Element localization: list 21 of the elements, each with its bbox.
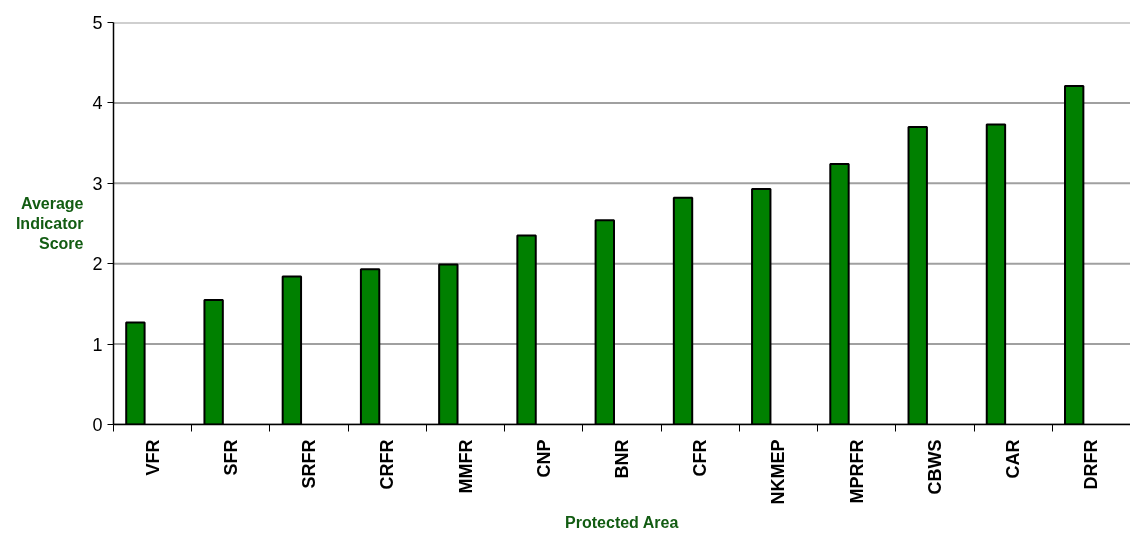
y-axis-title: Average Indicator Score [15,194,84,253]
x-tick-label: CFR [690,439,711,477]
x-axis-title: Protected Area [565,513,679,531]
y-tick-label: 3 [92,173,103,194]
x-tick-label: CNP [533,439,554,478]
y-tick-label: 5 [92,13,103,33]
x-tick-label: SFR [220,439,241,476]
x-tick-label: CRFR [377,439,398,490]
x-tick-label: MPRFR [846,439,867,504]
x-tick-label: SRFR [299,439,320,489]
y-tick-label: 0 [92,415,103,435]
x-tick-label: VFR [142,439,163,476]
y-tick-label: 4 [92,93,103,114]
x-tick-label: BNR [612,439,632,479]
x-tick-label: NKMEP [768,439,789,505]
x-tick-label: MMFR [455,439,476,494]
x-tick-label: DRFR [1081,439,1102,490]
x-tick-label: CAR [1003,439,1024,479]
x-tick-label: CBWS [924,439,945,495]
y-tick-label: 1 [92,334,103,355]
y-tick-label: 2 [92,254,103,275]
